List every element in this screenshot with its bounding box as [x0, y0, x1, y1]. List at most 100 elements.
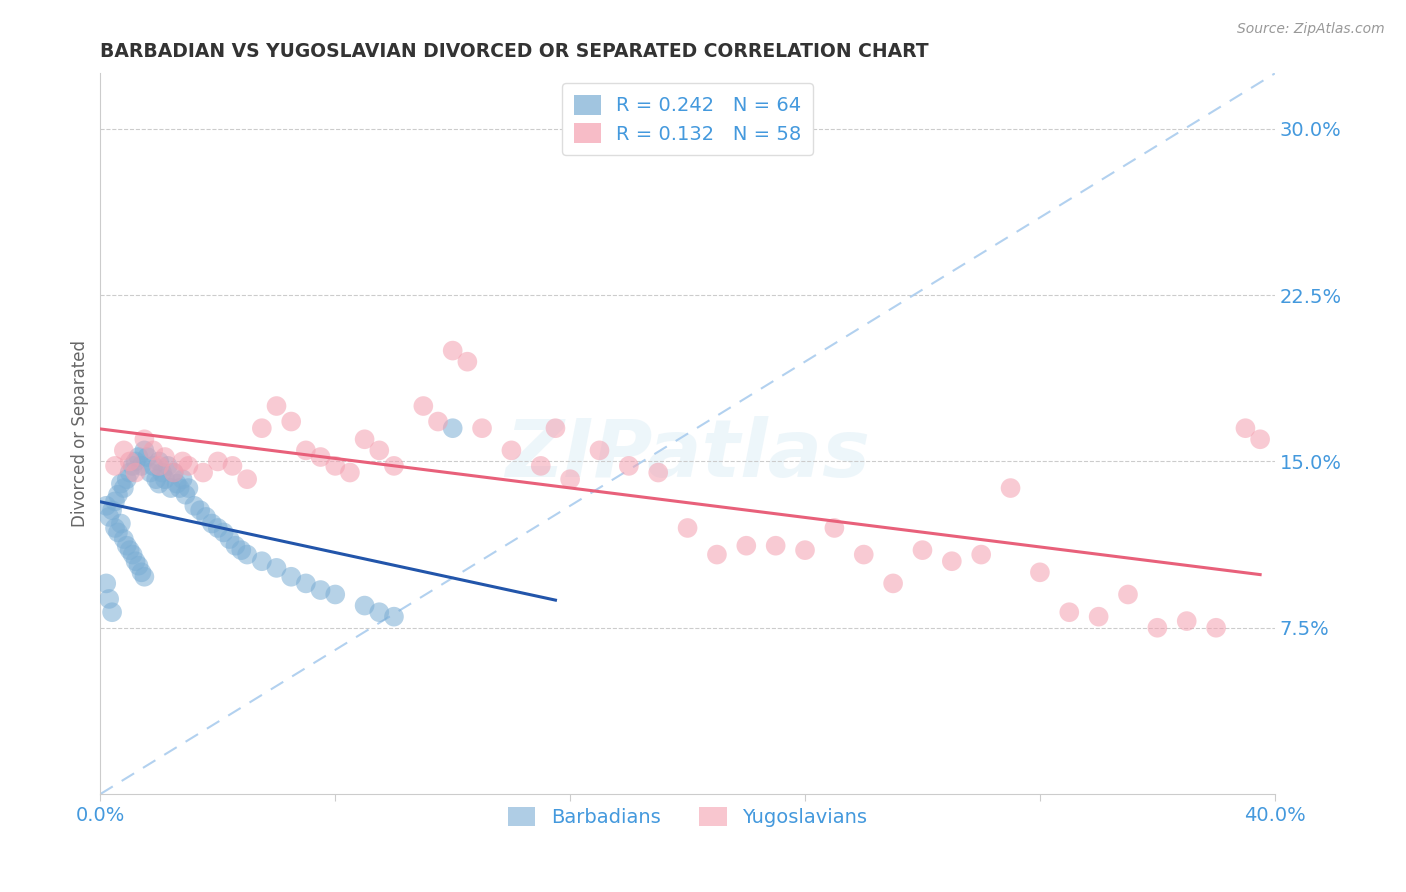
Point — [309, 582, 332, 597]
Point — [339, 466, 361, 480]
Point — [231, 543, 253, 558]
Point — [353, 599, 375, 613]
Legend: Barbadians, Yugoslavians: Barbadians, Yugoslavians — [501, 799, 875, 835]
Point — [647, 466, 669, 480]
Point — [163, 466, 186, 480]
Point — [156, 458, 179, 473]
Point — [148, 454, 170, 468]
Point — [128, 558, 150, 573]
Point — [544, 421, 567, 435]
Point — [191, 466, 214, 480]
Point — [441, 421, 464, 435]
Point — [101, 605, 124, 619]
Point — [295, 443, 318, 458]
Point — [159, 481, 181, 495]
Point — [218, 532, 240, 546]
Point — [236, 548, 259, 562]
Point — [121, 458, 143, 473]
Point — [134, 443, 156, 458]
Point — [118, 543, 141, 558]
Point — [112, 532, 135, 546]
Point — [131, 458, 153, 473]
Y-axis label: Divorced or Separated: Divorced or Separated — [72, 340, 89, 527]
Point — [501, 443, 523, 458]
Point — [124, 554, 146, 568]
Point — [368, 443, 391, 458]
Point — [110, 516, 132, 531]
Point — [98, 509, 121, 524]
Text: Source: ZipAtlas.com: Source: ZipAtlas.com — [1237, 22, 1385, 37]
Point — [104, 521, 127, 535]
Point — [104, 494, 127, 508]
Point — [382, 458, 405, 473]
Point — [368, 605, 391, 619]
Point — [172, 454, 194, 468]
Point — [112, 443, 135, 458]
Point — [382, 609, 405, 624]
Point — [153, 450, 176, 464]
Point — [118, 454, 141, 468]
Point — [323, 458, 346, 473]
Point — [148, 476, 170, 491]
Point — [236, 472, 259, 486]
Point — [1116, 587, 1139, 601]
Point — [183, 499, 205, 513]
Point — [882, 576, 904, 591]
Point — [107, 525, 129, 540]
Point — [139, 466, 162, 480]
Point — [441, 343, 464, 358]
Text: ZIPatlas: ZIPatlas — [505, 417, 870, 494]
Point — [207, 521, 229, 535]
Point — [617, 458, 640, 473]
Point — [295, 576, 318, 591]
Point — [148, 458, 170, 473]
Point — [280, 570, 302, 584]
Point — [110, 476, 132, 491]
Point — [96, 499, 118, 513]
Point — [195, 509, 218, 524]
Point — [124, 466, 146, 480]
Point — [1087, 609, 1109, 624]
Point — [1029, 566, 1052, 580]
Point — [1205, 621, 1227, 635]
Point — [115, 472, 138, 486]
Point — [118, 466, 141, 480]
Point — [1175, 614, 1198, 628]
Point — [212, 525, 235, 540]
Point — [558, 472, 581, 486]
Point — [174, 488, 197, 502]
Point — [134, 432, 156, 446]
Point — [188, 503, 211, 517]
Point — [142, 458, 165, 473]
Point — [266, 399, 288, 413]
Point — [224, 539, 246, 553]
Point — [1249, 432, 1271, 446]
Point — [128, 450, 150, 464]
Point — [266, 561, 288, 575]
Point — [107, 488, 129, 502]
Point — [823, 521, 845, 535]
Point — [124, 454, 146, 468]
Point — [970, 548, 993, 562]
Point — [456, 354, 478, 368]
Point — [323, 587, 346, 601]
Point — [353, 432, 375, 446]
Point — [153, 472, 176, 486]
Point — [852, 548, 875, 562]
Point — [911, 543, 934, 558]
Point — [735, 539, 758, 553]
Point — [280, 415, 302, 429]
Point — [471, 421, 494, 435]
Point — [96, 576, 118, 591]
Text: BARBADIAN VS YUGOSLAVIAN DIVORCED OR SEPARATED CORRELATION CHART: BARBADIAN VS YUGOSLAVIAN DIVORCED OR SEP… — [100, 42, 929, 61]
Point — [207, 454, 229, 468]
Point — [121, 548, 143, 562]
Point — [104, 458, 127, 473]
Point — [163, 466, 186, 480]
Point — [676, 521, 699, 535]
Point — [112, 481, 135, 495]
Point — [1059, 605, 1081, 619]
Point — [169, 481, 191, 495]
Point — [166, 476, 188, 491]
Point — [145, 472, 167, 486]
